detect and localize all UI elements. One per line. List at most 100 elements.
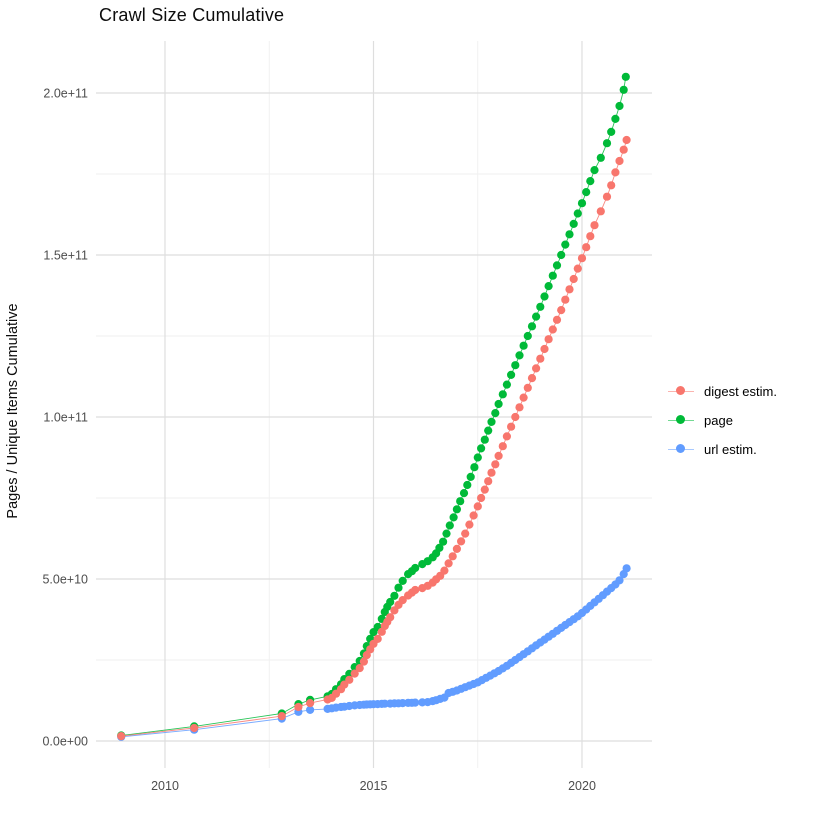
data-point <box>544 282 553 291</box>
legend-label: page <box>704 412 733 428</box>
data-point <box>557 250 566 260</box>
data-point <box>565 230 574 239</box>
data-point <box>569 219 578 228</box>
data-point <box>390 591 399 600</box>
data-point <box>470 463 479 472</box>
data-point <box>487 417 496 426</box>
data-point <box>615 576 624 585</box>
data-point <box>502 380 511 389</box>
data-point <box>527 322 537 331</box>
data-point <box>590 166 599 175</box>
data-point <box>477 444 486 453</box>
data-point <box>596 153 605 162</box>
chart-title: Crawl Size Cumulative <box>99 5 285 25</box>
data-point <box>590 221 599 230</box>
data-point <box>345 675 354 684</box>
y-tick-label: 5.0e+10 <box>42 573 88 587</box>
data-point <box>519 393 528 402</box>
data-point <box>511 412 520 422</box>
data-point <box>548 325 557 334</box>
data-point <box>355 664 364 673</box>
x-tick-label: 2015 <box>360 779 388 793</box>
legend-key-icon <box>668 438 694 460</box>
data-point <box>117 732 126 741</box>
data-point <box>507 370 516 379</box>
data-point <box>619 85 628 94</box>
data-point <box>394 583 403 592</box>
data-point <box>491 460 500 469</box>
data-point <box>456 497 465 506</box>
data-point <box>607 181 616 190</box>
data-point <box>444 559 453 568</box>
data-point <box>582 188 591 197</box>
data-point <box>577 199 587 208</box>
data-point <box>586 177 595 186</box>
data-point <box>536 354 545 363</box>
data-point <box>569 274 578 284</box>
data-point <box>515 351 524 360</box>
data-point <box>607 127 616 136</box>
data-point <box>452 544 461 554</box>
data-point <box>615 156 624 166</box>
data-point <box>448 552 457 561</box>
data-point <box>619 145 628 154</box>
data-point <box>532 312 541 321</box>
data-point <box>411 563 420 573</box>
data-point <box>540 292 549 301</box>
x-tick-label: 2010 <box>151 779 179 793</box>
data-point <box>565 285 574 294</box>
data-point <box>494 451 503 460</box>
legend-key-icon <box>668 409 694 431</box>
legend-item-digest-estim-: digest estim. <box>668 380 777 402</box>
data-point <box>398 596 407 605</box>
legend-item-page: page <box>668 409 777 431</box>
data-point <box>411 698 420 707</box>
data-point <box>544 335 553 344</box>
data-point <box>484 426 493 435</box>
data-point <box>449 513 458 522</box>
data-point <box>527 374 537 383</box>
legend-label: url estim. <box>704 441 757 457</box>
data-point <box>398 576 407 586</box>
data-point <box>573 209 582 218</box>
data-point <box>502 432 511 441</box>
data-point <box>515 403 524 412</box>
legend-key-dot <box>676 415 685 424</box>
data-point <box>622 135 631 145</box>
data-point <box>511 361 520 370</box>
legend-key-dot <box>676 444 685 453</box>
data-point <box>473 453 482 462</box>
data-point <box>445 521 454 530</box>
data-point <box>491 409 500 418</box>
data-point <box>602 192 612 201</box>
data-point <box>523 331 532 341</box>
data-point <box>477 493 486 503</box>
data-point <box>540 344 549 354</box>
data-point <box>498 442 507 451</box>
data-point <box>561 295 570 304</box>
data-point <box>611 114 620 123</box>
data-point <box>469 511 478 520</box>
data-point <box>306 699 315 708</box>
data-point <box>586 232 595 241</box>
legend: digest estim. page url estim. <box>668 380 777 460</box>
data-point <box>519 341 528 350</box>
data-point <box>294 702 303 712</box>
data-point <box>536 302 545 311</box>
data-point <box>622 564 631 573</box>
data-point <box>577 254 587 263</box>
data-point <box>621 72 630 81</box>
y-tick-label: 0.0e+00 <box>42 735 88 749</box>
data-point <box>596 207 605 216</box>
data-point <box>442 529 451 538</box>
y-tick-label: 1.5e+11 <box>43 249 88 263</box>
data-point <box>615 101 624 111</box>
data-point <box>557 306 566 315</box>
data-point <box>452 505 461 514</box>
data-point <box>494 399 503 409</box>
data-point <box>373 634 382 644</box>
data-point <box>480 485 489 494</box>
data-point <box>439 537 448 546</box>
x-tick-label: 2020 <box>568 779 596 793</box>
